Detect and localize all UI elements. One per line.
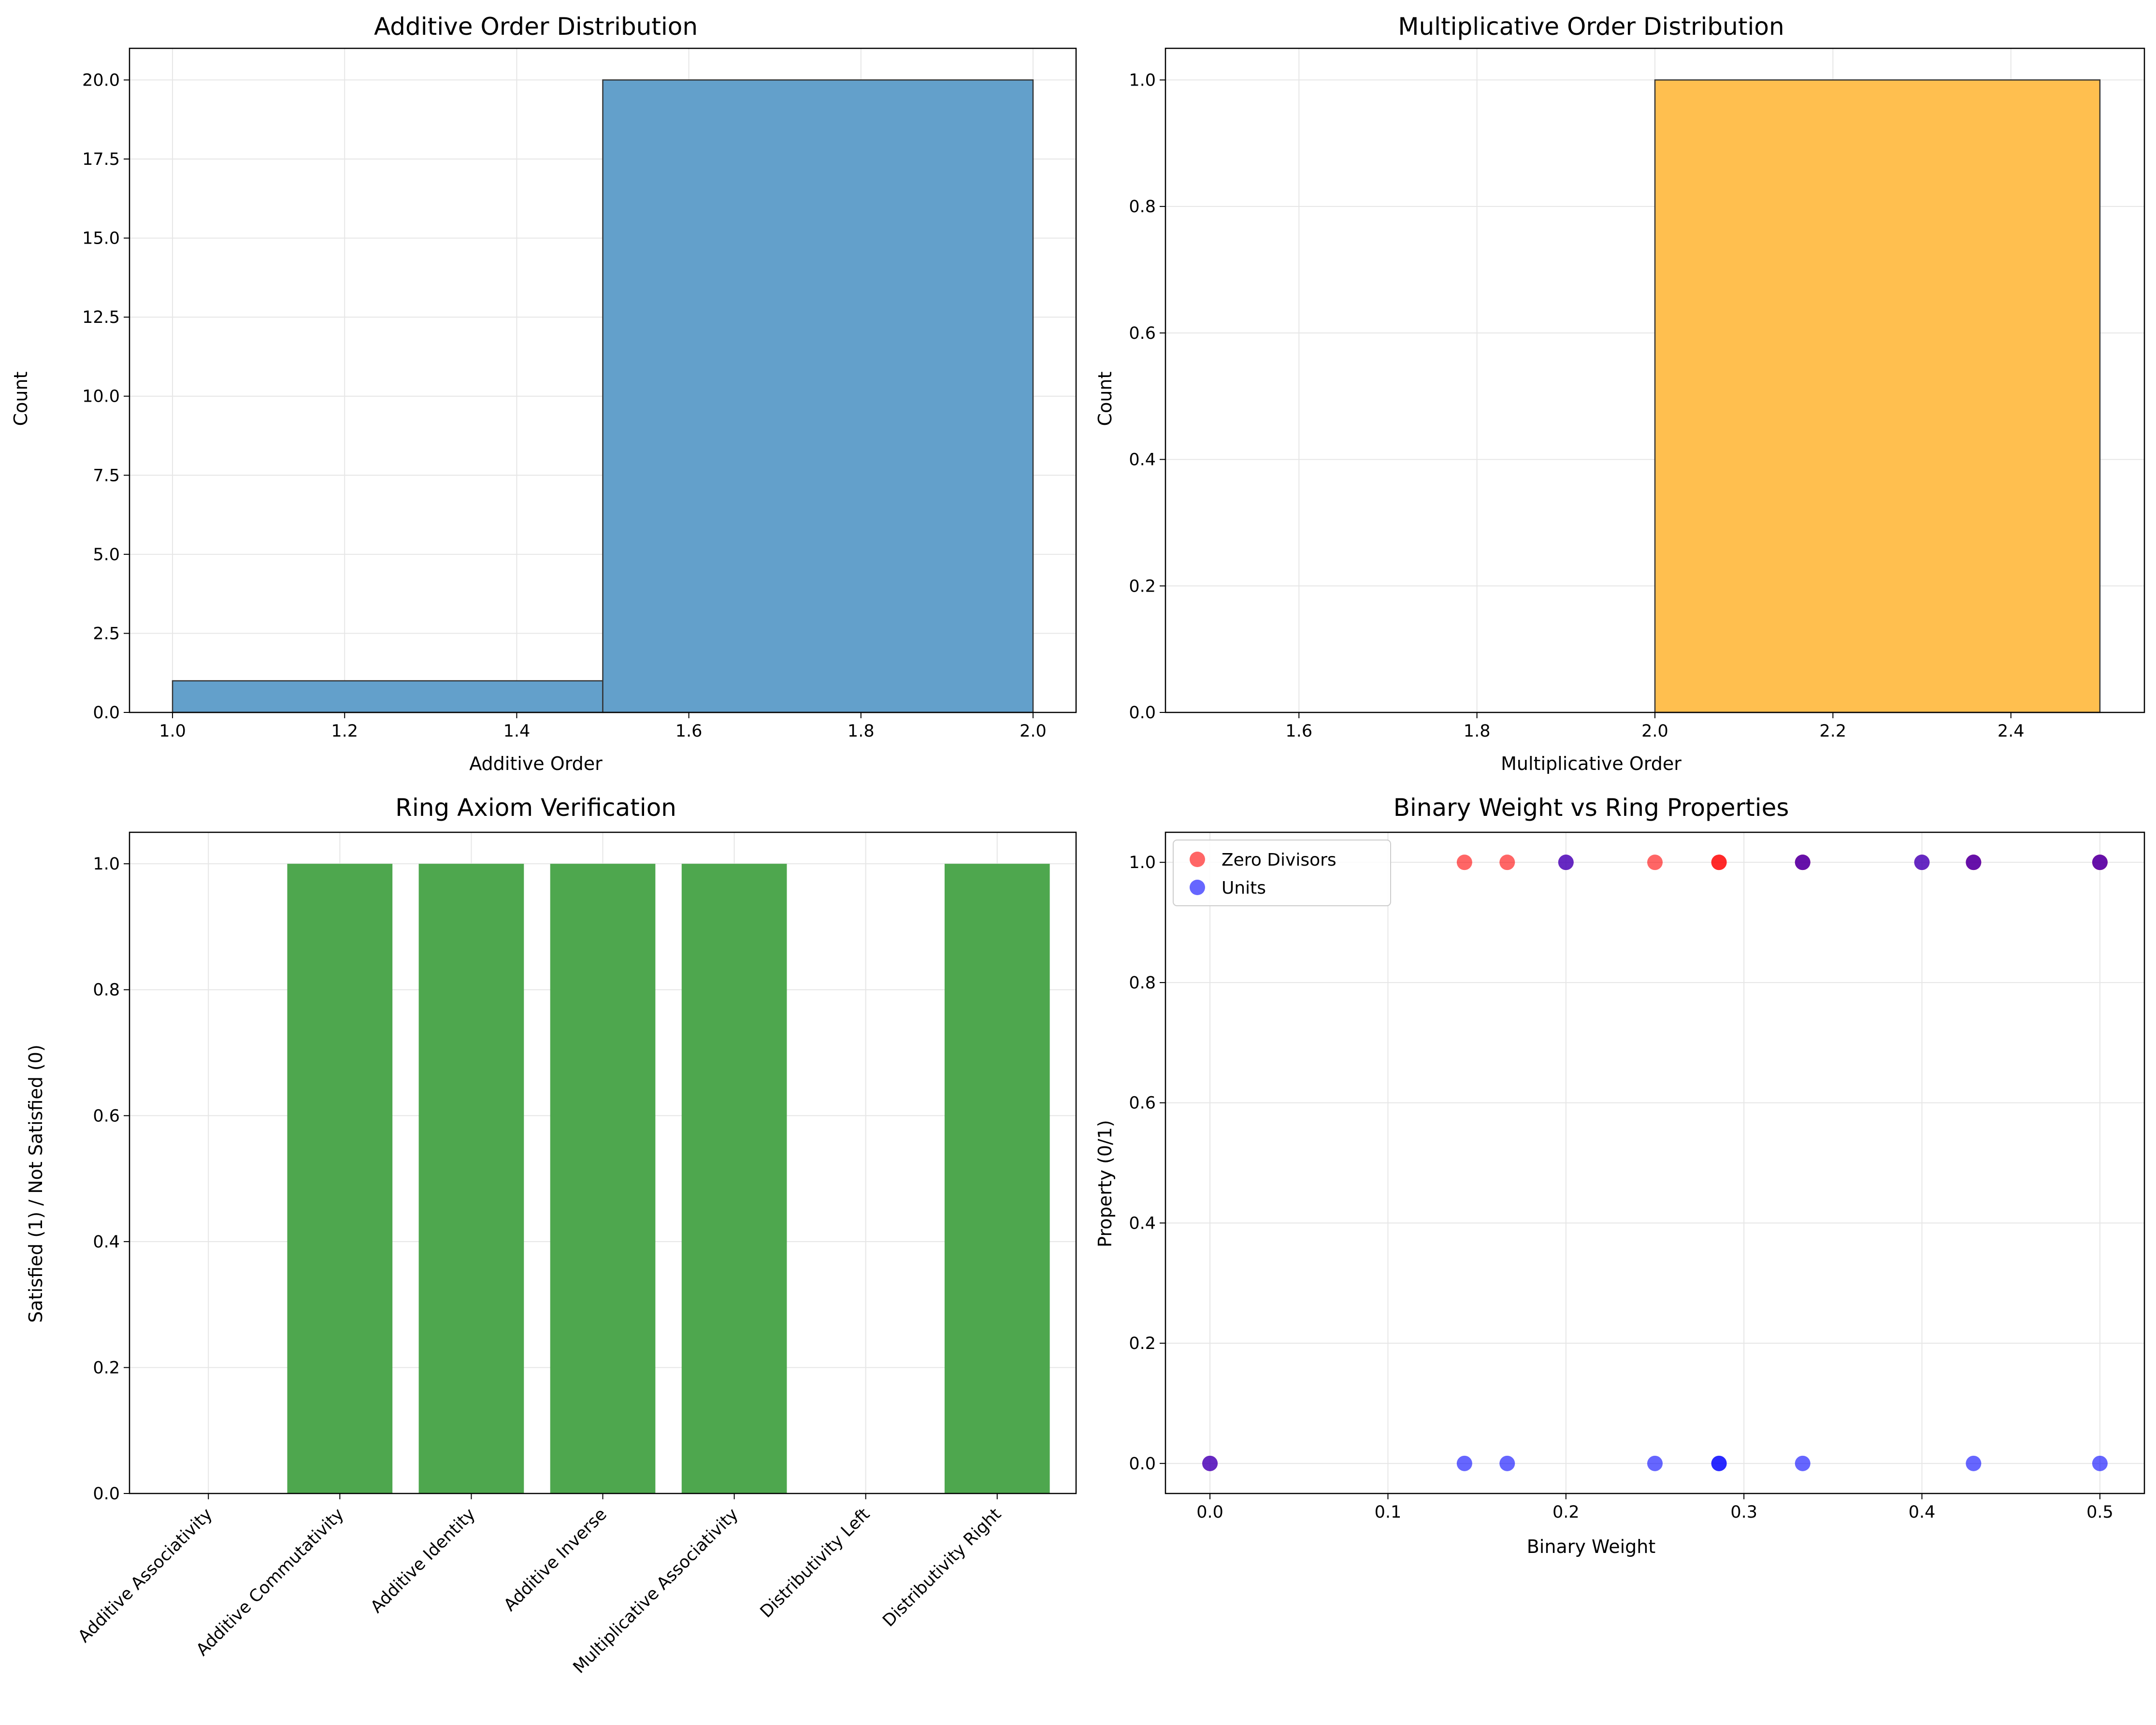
y-tick-label: 0.8 bbox=[1129, 973, 1156, 993]
axes-frame bbox=[1164, 47, 2145, 713]
y-tick-label: 15.0 bbox=[82, 229, 120, 248]
y-tick-label: 0.6 bbox=[93, 1106, 120, 1126]
axiom-bar bbox=[418, 864, 524, 1493]
histogram-bar bbox=[602, 79, 1034, 713]
scatter-point bbox=[1499, 855, 1515, 870]
y-tick-label: 0.4 bbox=[93, 1232, 120, 1252]
axiom-bar bbox=[944, 864, 1050, 1493]
scatter-point bbox=[1499, 1455, 1515, 1471]
y-tick-label: 0.0 bbox=[1129, 1454, 1156, 1474]
scatter-point bbox=[1966, 1455, 1982, 1471]
y-tick-label: 5.0 bbox=[93, 545, 120, 565]
y-tick-label: 17.5 bbox=[82, 150, 120, 169]
x-tick-label: 1.8 bbox=[1464, 722, 1491, 741]
y-axis-label: Count bbox=[1094, 372, 1116, 426]
y-axis-label: Property (0/1) bbox=[1094, 1120, 1116, 1247]
scatter-point bbox=[1202, 1455, 1218, 1471]
y-tick-label: 0.0 bbox=[93, 1484, 120, 1504]
axiom-bar bbox=[550, 864, 656, 1493]
scatter-point bbox=[1966, 855, 1982, 870]
y-tick-label: 1.0 bbox=[1129, 71, 1156, 90]
y-tick-label: 2.5 bbox=[93, 624, 120, 643]
y-tick-label: 1.0 bbox=[93, 855, 120, 874]
axes-frame bbox=[1164, 831, 2145, 1494]
scatter-point bbox=[1711, 1455, 1727, 1471]
x-axis-label: Multiplicative Order bbox=[1501, 753, 1682, 774]
x-tick-label: 0.4 bbox=[1909, 1503, 1936, 1522]
scatter-point bbox=[1647, 1455, 1663, 1471]
y-tick-label: 0.4 bbox=[1129, 450, 1156, 470]
legend-label: Zero Divisors bbox=[1222, 850, 1337, 870]
y-tick-label: 12.5 bbox=[82, 308, 120, 327]
x-axis-label: Additive Order bbox=[469, 753, 603, 774]
y-tick-label: 0.0 bbox=[1129, 703, 1156, 723]
y-tick-label: 0.6 bbox=[1129, 1094, 1156, 1113]
y-tick-label: 20.0 bbox=[82, 71, 120, 90]
x-tick-label: 2.0 bbox=[1020, 722, 1047, 741]
ring-axiom-bar-chart: Ring Axiom Verification Satisfied (1) / … bbox=[25, 794, 1077, 1677]
x-tick-label: 0.5 bbox=[2086, 1503, 2113, 1522]
y-tick-label: 0.8 bbox=[93, 981, 120, 1000]
y-tick-label: 0.2 bbox=[1129, 577, 1156, 596]
axes-frame bbox=[129, 47, 1077, 713]
x-tick-label: 1.6 bbox=[676, 722, 703, 741]
histogram-bar bbox=[1654, 79, 2101, 713]
x-tick-label: 0.3 bbox=[1730, 1503, 1757, 1522]
y-tick-label: 0.0 bbox=[93, 703, 120, 723]
scatter-point bbox=[1456, 855, 1472, 870]
chart-title: Binary Weight vs Ring Properties bbox=[1394, 794, 1789, 822]
scatter-point bbox=[1795, 1455, 1811, 1471]
legend bbox=[1173, 840, 1391, 906]
y-tick-label: 0.2 bbox=[1129, 1334, 1156, 1353]
x-tick-label: 2.2 bbox=[1820, 722, 1847, 741]
y-tick-label: 0.8 bbox=[1129, 197, 1156, 217]
x-tick-label: 2.0 bbox=[1641, 722, 1668, 741]
x-tick-label: 1.8 bbox=[848, 722, 875, 741]
x-tick-label: 0.1 bbox=[1375, 1503, 1402, 1522]
y-tick-label: 0.6 bbox=[1129, 324, 1156, 343]
y-tick-label: 0.2 bbox=[93, 1358, 120, 1377]
x-tick-label: 1.4 bbox=[503, 722, 531, 741]
y-tick-label: 7.5 bbox=[93, 466, 120, 485]
chart-title: Multiplicative Order Distribution bbox=[1398, 13, 1784, 41]
y-tick-label: 1.0 bbox=[1129, 853, 1156, 872]
legend-marker bbox=[1190, 880, 1205, 895]
y-axis-label: Satisfied (1) / Not Satisfied (0) bbox=[25, 1044, 46, 1323]
legend-label: Units bbox=[1222, 878, 1266, 898]
axiom-bar bbox=[681, 864, 787, 1493]
x-tick-label: 1.6 bbox=[1285, 722, 1312, 741]
scatter-point bbox=[1711, 855, 1727, 870]
binary-weight-scatter: Binary Weight vs Ring Properties Binary … bbox=[1094, 794, 2145, 1557]
additive-order-histogram: Additive Order Distribution Additive Ord… bbox=[10, 13, 1077, 774]
scatter-point bbox=[1456, 1455, 1472, 1471]
y-tick-label: 0.4 bbox=[1129, 1214, 1156, 1233]
y-axis-label: Count bbox=[10, 372, 31, 426]
histogram-bar bbox=[172, 680, 604, 713]
x-tick-label: 1.0 bbox=[159, 722, 186, 741]
scatter-point bbox=[1795, 855, 1811, 870]
x-tick-label: 0.0 bbox=[1196, 1503, 1223, 1522]
scatter-point bbox=[1647, 855, 1663, 870]
y-tick-label: 10.0 bbox=[82, 387, 120, 406]
axiom-bar bbox=[287, 864, 393, 1493]
x-tick-label: 2.4 bbox=[1998, 722, 2025, 741]
scatter-point bbox=[1914, 855, 1930, 870]
chart-title: Ring Axiom Verification bbox=[395, 794, 676, 822]
x-tick-label: 1.2 bbox=[331, 722, 358, 741]
x-axis-label: Binary Weight bbox=[1527, 1536, 1656, 1557]
legend-marker bbox=[1190, 852, 1205, 867]
x-tick-label: 0.2 bbox=[1552, 1503, 1580, 1522]
scatter-point bbox=[2092, 855, 2108, 870]
axes-frame bbox=[129, 831, 1077, 1494]
scatter-point bbox=[1558, 855, 1574, 870]
chart-title: Additive Order Distribution bbox=[374, 13, 698, 41]
scatter-point bbox=[2092, 1455, 2108, 1471]
multiplicative-order-histogram: Multiplicative Order Distribution Multip… bbox=[1094, 13, 2145, 774]
